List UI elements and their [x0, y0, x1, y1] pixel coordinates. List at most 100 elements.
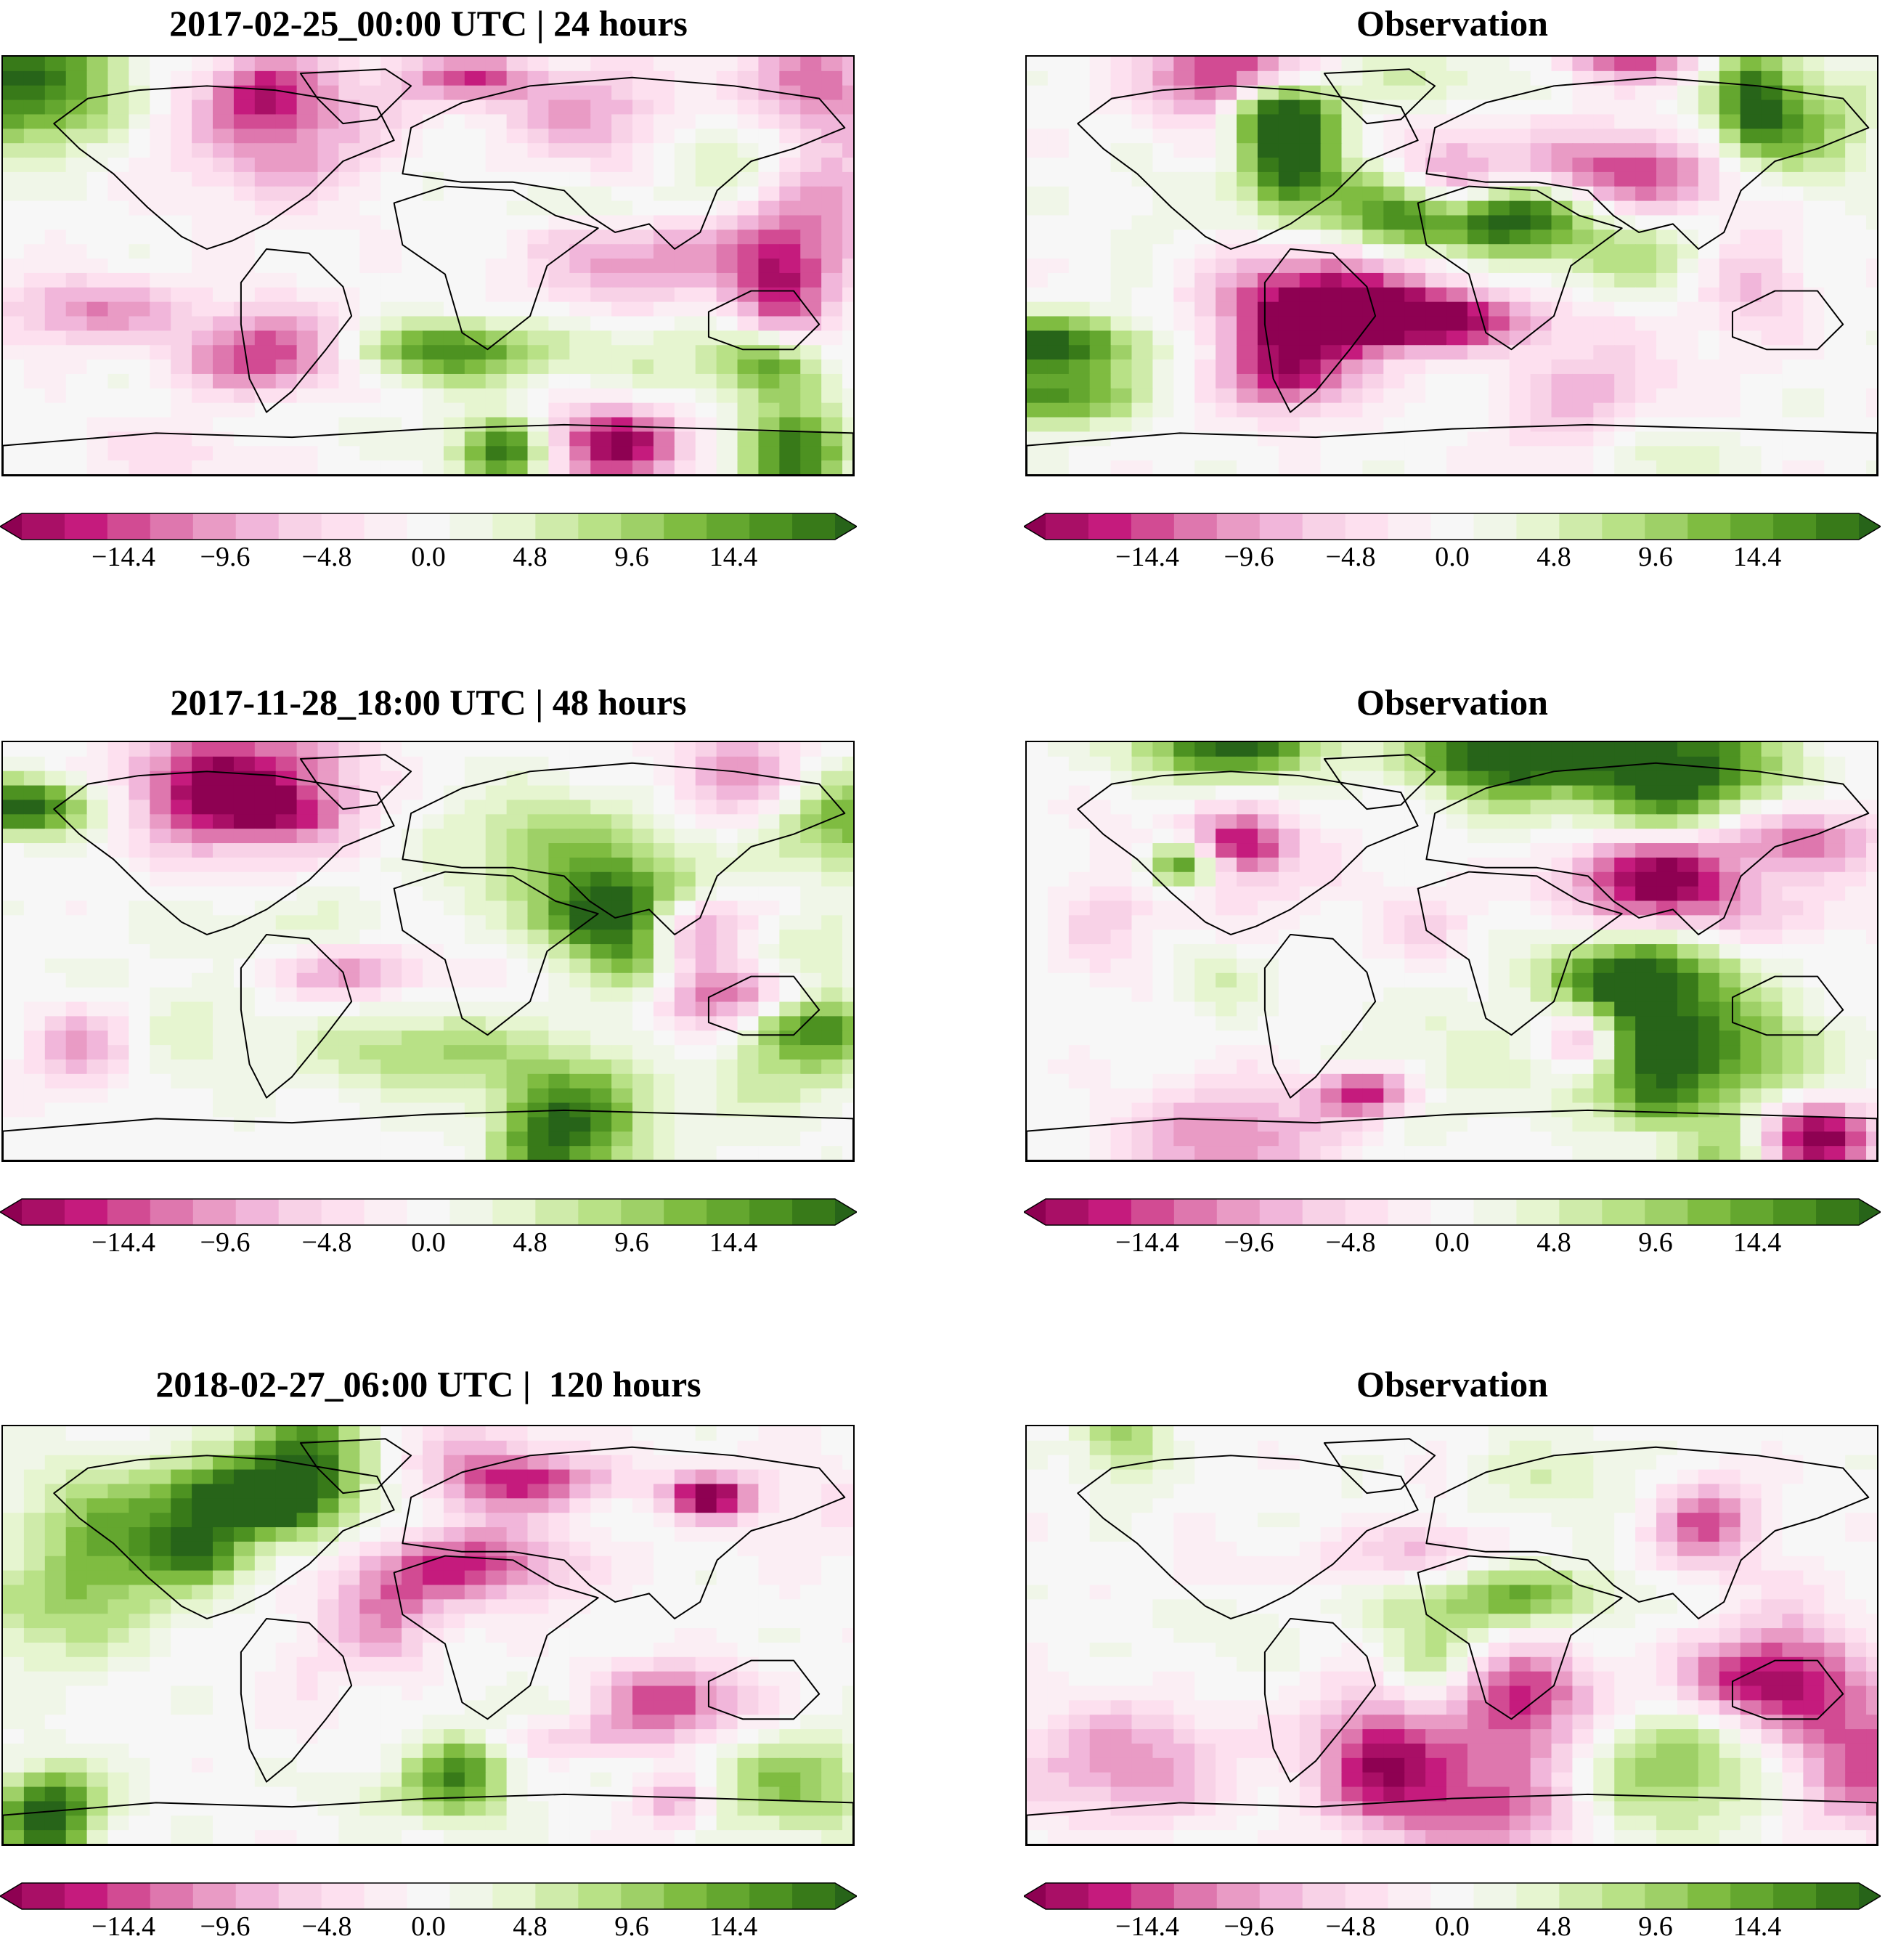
- coastline-australia: [1731, 1659, 1844, 1720]
- colorbar-tick-label: 4.8: [1536, 1911, 1571, 1942]
- coastline-eurasia: [402, 1446, 846, 1619]
- colorbar-ticks: −14.4 −9.6 −4.8 0.0 4.8 9.6 14.4: [1024, 541, 1881, 577]
- coastline-africa: [393, 185, 599, 351]
- anomaly-contours: [1027, 57, 1877, 475]
- coastline-south-america: [240, 933, 353, 1099]
- colorbar-tick-label: −4.8: [1325, 1227, 1376, 1258]
- colorbar-graphic: [1024, 1882, 1881, 1910]
- colorbar-tick-label: 14.4: [709, 1911, 758, 1942]
- colorbar-tick-label: −14.4: [91, 1911, 155, 1942]
- colorbar-tick-label: −4.8: [301, 542, 352, 572]
- coastline-greenland: [1323, 68, 1436, 125]
- coastline-eurasia: [402, 762, 846, 935]
- colorbar-ticks: −14.4 −9.6 −4.8 0.0 4.8 9.6 14.4: [0, 1911, 857, 1947]
- anomaly-field: [3, 742, 853, 1160]
- coastline-south-america: [240, 248, 353, 413]
- coastlines: [3, 68, 853, 475]
- colorbar: [1024, 1197, 1881, 1227]
- coastlines: [1027, 68, 1877, 475]
- colorbar-tick-label: 4.8: [513, 1911, 547, 1942]
- anomaly-field: [3, 1426, 853, 1845]
- anomaly-contours: [3, 742, 853, 1160]
- colorbar-tick-label: −4.8: [301, 1227, 352, 1258]
- colorbar-tick-label: 0.0: [1435, 542, 1470, 572]
- coastline-north-america: [1077, 770, 1419, 935]
- colorbar-tick-label: −9.6: [200, 542, 251, 572]
- coastline-eurasia: [1425, 1446, 1870, 1619]
- coastlines: [3, 754, 853, 1160]
- colorbar-tick-label: 0.0: [1435, 1227, 1470, 1258]
- colorbar-tick-label: 9.6: [614, 1227, 649, 1258]
- colorbar-tick-label: 14.4: [1733, 1911, 1782, 1942]
- coastlines: [3, 1438, 853, 1845]
- coastline-antarctica: [3, 1109, 853, 1160]
- panel-title: 2018-02-27_06:00 UTC | 120 hours: [155, 1364, 701, 1404]
- colorbar-tick-label: 4.8: [1536, 542, 1571, 572]
- colorbar-tick-label: 4.8: [513, 542, 547, 572]
- colorbar-tick-label: −14.4: [1115, 1227, 1179, 1258]
- anomaly-contours: [1027, 742, 1877, 1160]
- coastline-eurasia: [402, 76, 846, 250]
- panel-title: 2017-11-28_18:00 UTC | 48 hours: [170, 682, 687, 723]
- coastline-greenland: [299, 754, 412, 810]
- coastline-africa: [393, 1555, 599, 1720]
- colorbar-tick-label: −9.6: [1224, 1911, 1274, 1942]
- colorbar-tick-label: −9.6: [200, 1227, 251, 1258]
- anomaly-field: [1027, 742, 1877, 1160]
- coastline-south-america: [1263, 1617, 1377, 1783]
- coastline-australia: [707, 975, 821, 1036]
- colorbar-tick-label: 9.6: [1638, 542, 1673, 572]
- coastline-africa: [1417, 1555, 1623, 1720]
- colorbar-tick-label: −14.4: [1115, 1911, 1179, 1942]
- coastline-greenland: [299, 68, 412, 125]
- coastline-south-america: [1263, 933, 1377, 1099]
- colorbar-graphic: [1024, 1198, 1881, 1226]
- colorbar: [1024, 1882, 1881, 1911]
- map-panel-observation-2: [1025, 741, 1878, 1162]
- colorbar-tick-label: 0.0: [411, 542, 446, 572]
- coastline-north-america: [53, 770, 395, 935]
- colorbar-graphic: [1024, 513, 1881, 540]
- coastline-antarctica: [1027, 1109, 1877, 1160]
- map-panel-forecast-48h: [1, 741, 855, 1162]
- anomaly-field: [3, 57, 853, 475]
- colorbar-graphic: [0, 1882, 857, 1910]
- anomaly-contours: [3, 1426, 853, 1845]
- colorbar-ticks: −14.4 −9.6 −4.8 0.0 4.8 9.6 14.4: [0, 541, 857, 577]
- colorbar-ticks: −14.4 −9.6 −4.8 0.0 4.8 9.6 14.4: [1024, 1227, 1881, 1263]
- colorbar-tick-label: 4.8: [1536, 1227, 1571, 1258]
- panel-title: Observation: [1356, 3, 1548, 44]
- colorbar-tick-label: 9.6: [614, 1911, 649, 1942]
- colorbar-tick-label: 0.0: [1435, 1911, 1470, 1942]
- colorbar-graphic: [0, 1198, 857, 1226]
- coastline-north-america: [53, 1455, 395, 1619]
- colorbar-tick-label: −14.4: [1115, 542, 1179, 572]
- colorbar-tick-label: 14.4: [1733, 1227, 1782, 1258]
- coastline-south-america: [240, 1617, 353, 1783]
- colorbar-tick-label: −4.8: [301, 1911, 352, 1942]
- coastline-africa: [1417, 871, 1623, 1036]
- anomaly-field: [1027, 1426, 1877, 1845]
- colorbar-graphic: [0, 513, 857, 540]
- anomaly-contours: [3, 57, 853, 475]
- coastline-australia: [707, 1659, 821, 1720]
- colorbar-tick-label: 4.8: [513, 1227, 547, 1258]
- coastline-south-america: [1263, 248, 1377, 413]
- colorbar-tick-label: 14.4: [709, 1227, 758, 1258]
- colorbar-tick-label: 0.0: [411, 1911, 446, 1942]
- colorbar-tick-label: −9.6: [200, 1911, 251, 1942]
- coastline-antarctica: [1027, 423, 1877, 475]
- map-panel-observation-3: [1025, 1425, 1878, 1846]
- colorbar: [0, 512, 857, 541]
- coastline-antarctica: [3, 1793, 853, 1845]
- coastline-antarctica: [1027, 1793, 1877, 1845]
- map-panel-observation-1: [1025, 55, 1878, 476]
- coastline-north-america: [1077, 85, 1419, 250]
- colorbar-tick-label: 14.4: [709, 542, 758, 572]
- colorbar-tick-label: −14.4: [91, 1227, 155, 1258]
- colorbar-tick-label: 9.6: [614, 542, 649, 572]
- coastline-africa: [393, 871, 599, 1036]
- colorbar: [0, 1197, 857, 1227]
- colorbar: [1024, 512, 1881, 541]
- colorbar-ticks: −14.4 −9.6 −4.8 0.0 4.8 9.6 14.4: [0, 1227, 857, 1263]
